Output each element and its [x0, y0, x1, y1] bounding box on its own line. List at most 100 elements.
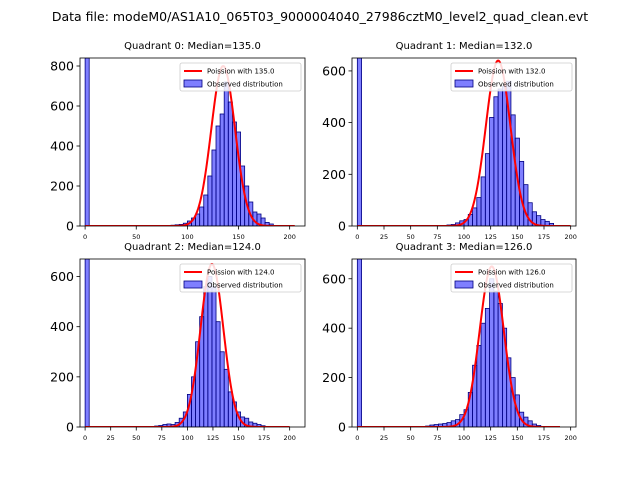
axes-frame — [79, 258, 306, 428]
x-tick-label: 100 — [458, 434, 470, 442]
histogram-bar — [223, 368, 229, 427]
x-tick-label: 75 — [433, 233, 441, 241]
x-tick-label: 200 — [283, 233, 295, 241]
histogram-bar — [489, 117, 495, 226]
legend-fit-label: Poission with 135.0 — [207, 68, 275, 76]
x-tick-label: 100 — [181, 233, 193, 241]
legend-obs-label: Observed distribution — [478, 81, 554, 89]
histogram-bar — [211, 286, 217, 427]
legend: Poission with 132.0 Observed distribution — [450, 62, 573, 92]
legend-obs-label: Observed distribution — [207, 81, 283, 89]
histogram-bar — [219, 351, 225, 427]
legend-obs-swatch — [454, 280, 474, 289]
x-tick-label: 150 — [232, 434, 244, 442]
x-tick-label: 200 — [564, 233, 576, 241]
plot-area — [84, 58, 295, 226]
legend-obs-swatch — [183, 280, 203, 289]
y-tick-label: 200 — [50, 179, 74, 194]
legend-fit-label: Poission with 132.0 — [478, 68, 546, 76]
plot-area — [356, 58, 571, 226]
quadrant-0-chart: 0 50 100 150 200 0 200 400 600 800 Quadrant 0: Med… — [50, 41, 306, 241]
x-tick-label: 150 — [232, 233, 244, 241]
legend-fit-label: Poission with 126.0 — [478, 269, 546, 277]
histogram-bar — [472, 207, 478, 226]
y-tick-label: 0 — [66, 219, 74, 234]
x-tick-label: 200 — [564, 434, 576, 442]
legend-obs-label: Observed distribution — [478, 282, 554, 290]
x-tick-label: 25 — [107, 434, 115, 442]
y-tick-label: 200 — [50, 369, 74, 384]
histogram-bar — [493, 290, 499, 427]
y-tick-label: 200 — [322, 370, 346, 385]
histogram-bar — [223, 81, 229, 226]
y-tick-label: 600 — [322, 271, 346, 286]
y-tick-label: 600 — [50, 269, 74, 284]
axes-frame — [79, 57, 306, 227]
histogram-bar — [480, 322, 486, 427]
legend-fit-label: Poission with 124.0 — [207, 269, 275, 277]
quadrant-2-title: Quadrant 2: Median=124.0 — [124, 242, 261, 253]
x-tick-label: 125 — [484, 434, 496, 442]
y-tick-label: 0 — [66, 420, 74, 435]
x-tick-label: 150 — [511, 434, 523, 442]
y-tick-label: 200 — [322, 167, 346, 182]
y-tick-label: 0 — [338, 219, 346, 234]
histogram-bar — [84, 259, 90, 427]
histogram-bar — [203, 194, 209, 226]
histogram-bar — [207, 276, 213, 427]
x-tick-label: 25 — [380, 233, 388, 241]
histogram-bar — [211, 149, 217, 226]
figure-title: Data file: modeM0/AS1A10_065T03_90000040… — [52, 9, 588, 24]
y-tick-label: 400 — [50, 139, 74, 154]
histogram-bar — [215, 321, 221, 427]
histogram-bar — [484, 153, 491, 226]
legend-obs-swatch — [454, 79, 474, 88]
poisson-fit-line — [85, 64, 295, 226]
x-tick-label: 50 — [132, 233, 140, 241]
histogram-bar — [497, 303, 503, 427]
y-tick-label: 400 — [322, 321, 346, 336]
x-tick-label: 75 — [433, 434, 441, 442]
x-tick-label: 200 — [283, 434, 295, 442]
histogram-bar — [523, 184, 529, 226]
histogram-bar — [215, 125, 221, 226]
x-tick-label: 50 — [407, 233, 415, 241]
y-tick-label: 400 — [50, 319, 74, 334]
histogram-bar — [484, 308, 491, 427]
histogram-bar — [219, 113, 225, 226]
quadrant-2-chart: 0 25 50 75 100 125 150 175 200 0 200 400 600 Quadrant… — [50, 242, 306, 442]
x-tick-label: 100 — [458, 233, 470, 241]
quadrant-1-title: Quadrant 1: Median=132.0 — [396, 41, 533, 52]
quadrant-3-title: Quadrant 3: Median=126.0 — [396, 242, 533, 253]
y-tick-label: 400 — [322, 115, 346, 130]
quadrant-1-chart: 0 25 50 75 100 125 150 175 200 0 200 400 600 Quadrant… — [322, 41, 577, 241]
histogram-bar — [84, 58, 90, 226]
histogram-bar — [548, 223, 554, 226]
histogram-bar — [476, 197, 482, 226]
x-tick-label: 50 — [132, 434, 140, 442]
x-tick-label: 175 — [258, 434, 270, 442]
histogram-bar — [203, 286, 209, 427]
x-tick-label: 125 — [484, 233, 496, 241]
quadrant-0-title: Quadrant 0: Median=135.0 — [124, 41, 261, 52]
x-tick-label: 0 — [83, 434, 87, 442]
histogram-bar — [480, 176, 486, 226]
legend: Poission with 135.0 Observed distribution — [179, 62, 302, 92]
x-tick-label: 100 — [181, 434, 193, 442]
legend-obs-swatch — [183, 79, 203, 88]
histogram-bar — [199, 206, 205, 226]
x-tick-label: 0 — [355, 434, 359, 442]
histogram-bar — [227, 101, 233, 226]
histogram-bar — [501, 86, 508, 226]
histogram-bar — [497, 88, 503, 226]
x-tick-label: 125 — [207, 434, 219, 442]
histogram-bar — [493, 96, 499, 226]
x-tick-label: 0 — [83, 233, 87, 241]
legend: Poission with 126.0 Observed distribution — [450, 263, 573, 293]
histogram-bar — [356, 259, 363, 427]
x-tick-label: 175 — [538, 233, 550, 241]
histogram-bar — [489, 278, 495, 427]
legend: Poission with 124.0 Observed distribution — [179, 263, 302, 293]
poisson-fit-line — [357, 265, 560, 427]
histogram-bar — [356, 58, 363, 226]
